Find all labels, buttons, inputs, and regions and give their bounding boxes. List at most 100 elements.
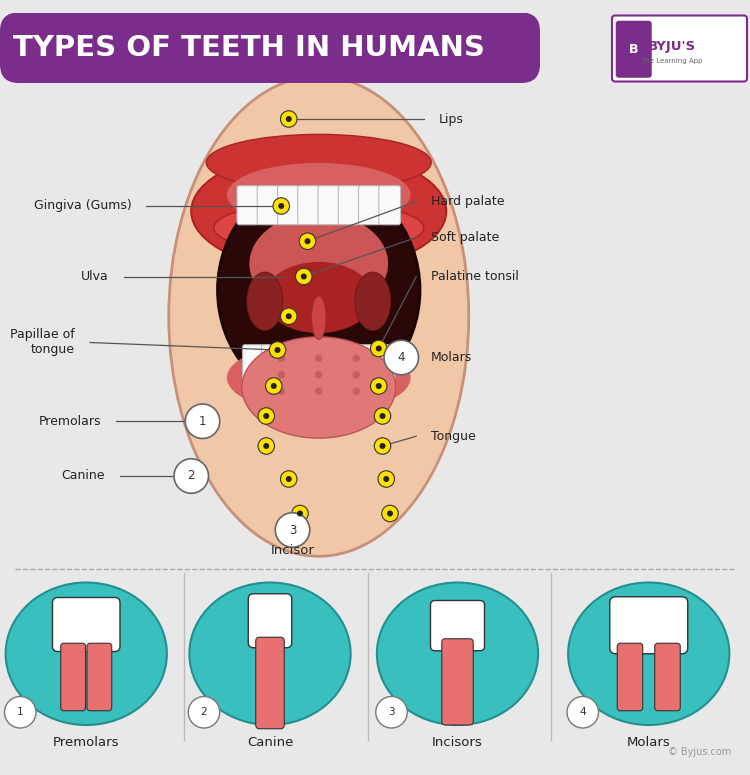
FancyBboxPatch shape: [61, 643, 86, 711]
Circle shape: [278, 203, 284, 209]
Text: 4: 4: [398, 351, 405, 364]
Text: Molars: Molars: [627, 736, 670, 749]
FancyBboxPatch shape: [278, 186, 299, 225]
FancyBboxPatch shape: [338, 186, 360, 225]
Circle shape: [280, 111, 297, 127]
Text: 3: 3: [289, 523, 296, 536]
Ellipse shape: [226, 342, 411, 413]
Ellipse shape: [249, 213, 388, 315]
FancyBboxPatch shape: [256, 637, 284, 728]
FancyBboxPatch shape: [257, 186, 279, 225]
Circle shape: [278, 371, 285, 378]
Circle shape: [376, 383, 382, 389]
Circle shape: [174, 459, 208, 493]
Text: 1: 1: [199, 415, 206, 428]
Text: Papillae of
tongue: Papillae of tongue: [10, 329, 75, 356]
Circle shape: [376, 346, 382, 352]
Text: The Learning App: The Learning App: [641, 57, 703, 64]
Text: Gingiva (Gums): Gingiva (Gums): [34, 199, 131, 212]
Circle shape: [315, 371, 322, 378]
Ellipse shape: [217, 177, 420, 402]
Text: Canine: Canine: [247, 736, 293, 749]
Ellipse shape: [189, 583, 350, 725]
Circle shape: [273, 198, 290, 214]
Circle shape: [185, 404, 220, 439]
Circle shape: [266, 377, 282, 394]
Text: 1: 1: [17, 708, 23, 717]
Circle shape: [263, 443, 269, 449]
Circle shape: [315, 388, 322, 395]
FancyBboxPatch shape: [237, 186, 259, 225]
Text: B: B: [629, 43, 638, 56]
FancyBboxPatch shape: [442, 639, 473, 725]
Circle shape: [274, 347, 280, 353]
Ellipse shape: [214, 202, 424, 253]
Text: 2: 2: [188, 470, 195, 483]
Circle shape: [567, 697, 598, 728]
Ellipse shape: [169, 76, 469, 556]
Circle shape: [301, 274, 307, 280]
Circle shape: [278, 388, 285, 395]
Text: Palatine tonsil: Palatine tonsil: [431, 270, 519, 283]
Circle shape: [383, 476, 389, 482]
Circle shape: [304, 238, 310, 244]
Circle shape: [374, 438, 391, 454]
FancyBboxPatch shape: [379, 186, 400, 225]
FancyBboxPatch shape: [261, 345, 282, 381]
Circle shape: [263, 413, 269, 419]
Text: Lips: Lips: [439, 112, 464, 126]
FancyBboxPatch shape: [298, 345, 320, 381]
FancyBboxPatch shape: [248, 594, 292, 648]
Text: 4: 4: [580, 708, 586, 717]
Text: 3: 3: [388, 708, 394, 717]
Text: Incisor: Incisor: [271, 544, 314, 557]
Circle shape: [352, 388, 360, 395]
Circle shape: [258, 438, 274, 454]
Circle shape: [275, 513, 310, 547]
Circle shape: [286, 313, 292, 319]
Circle shape: [376, 697, 407, 728]
Text: Tongue: Tongue: [431, 430, 476, 443]
Text: Ulva: Ulva: [81, 270, 109, 283]
Circle shape: [286, 476, 292, 482]
Circle shape: [4, 697, 36, 728]
Ellipse shape: [191, 151, 446, 271]
FancyBboxPatch shape: [87, 643, 112, 711]
Text: 2: 2: [201, 708, 207, 717]
Ellipse shape: [568, 583, 729, 725]
Circle shape: [271, 383, 277, 389]
Circle shape: [292, 505, 308, 522]
Text: BYJU'S: BYJU'S: [648, 40, 696, 53]
Circle shape: [370, 340, 387, 357]
Circle shape: [296, 268, 312, 284]
Ellipse shape: [226, 163, 411, 226]
Text: TYPES OF TEETH IN HUMANS: TYPES OF TEETH IN HUMANS: [13, 34, 485, 62]
Text: Soft palate: Soft palate: [431, 231, 500, 244]
Circle shape: [280, 308, 297, 325]
Ellipse shape: [312, 296, 326, 339]
FancyBboxPatch shape: [617, 643, 643, 711]
FancyBboxPatch shape: [318, 345, 339, 381]
FancyBboxPatch shape: [280, 345, 301, 381]
FancyBboxPatch shape: [0, 12, 540, 83]
Circle shape: [380, 413, 386, 419]
Circle shape: [188, 697, 220, 728]
Circle shape: [286, 116, 292, 122]
Circle shape: [370, 377, 387, 394]
Circle shape: [258, 408, 274, 424]
Text: © Byjus.com: © Byjus.com: [668, 747, 731, 757]
Text: Incisors: Incisors: [432, 736, 483, 749]
FancyBboxPatch shape: [616, 21, 652, 78]
Ellipse shape: [242, 337, 396, 438]
Ellipse shape: [376, 583, 538, 725]
FancyBboxPatch shape: [356, 345, 376, 381]
Ellipse shape: [355, 272, 391, 330]
Ellipse shape: [247, 272, 283, 330]
FancyBboxPatch shape: [430, 601, 484, 651]
Circle shape: [299, 233, 316, 250]
FancyBboxPatch shape: [298, 186, 320, 225]
Circle shape: [352, 354, 360, 362]
FancyBboxPatch shape: [655, 643, 680, 711]
FancyBboxPatch shape: [318, 186, 340, 225]
Text: Hard palate: Hard palate: [431, 195, 505, 208]
